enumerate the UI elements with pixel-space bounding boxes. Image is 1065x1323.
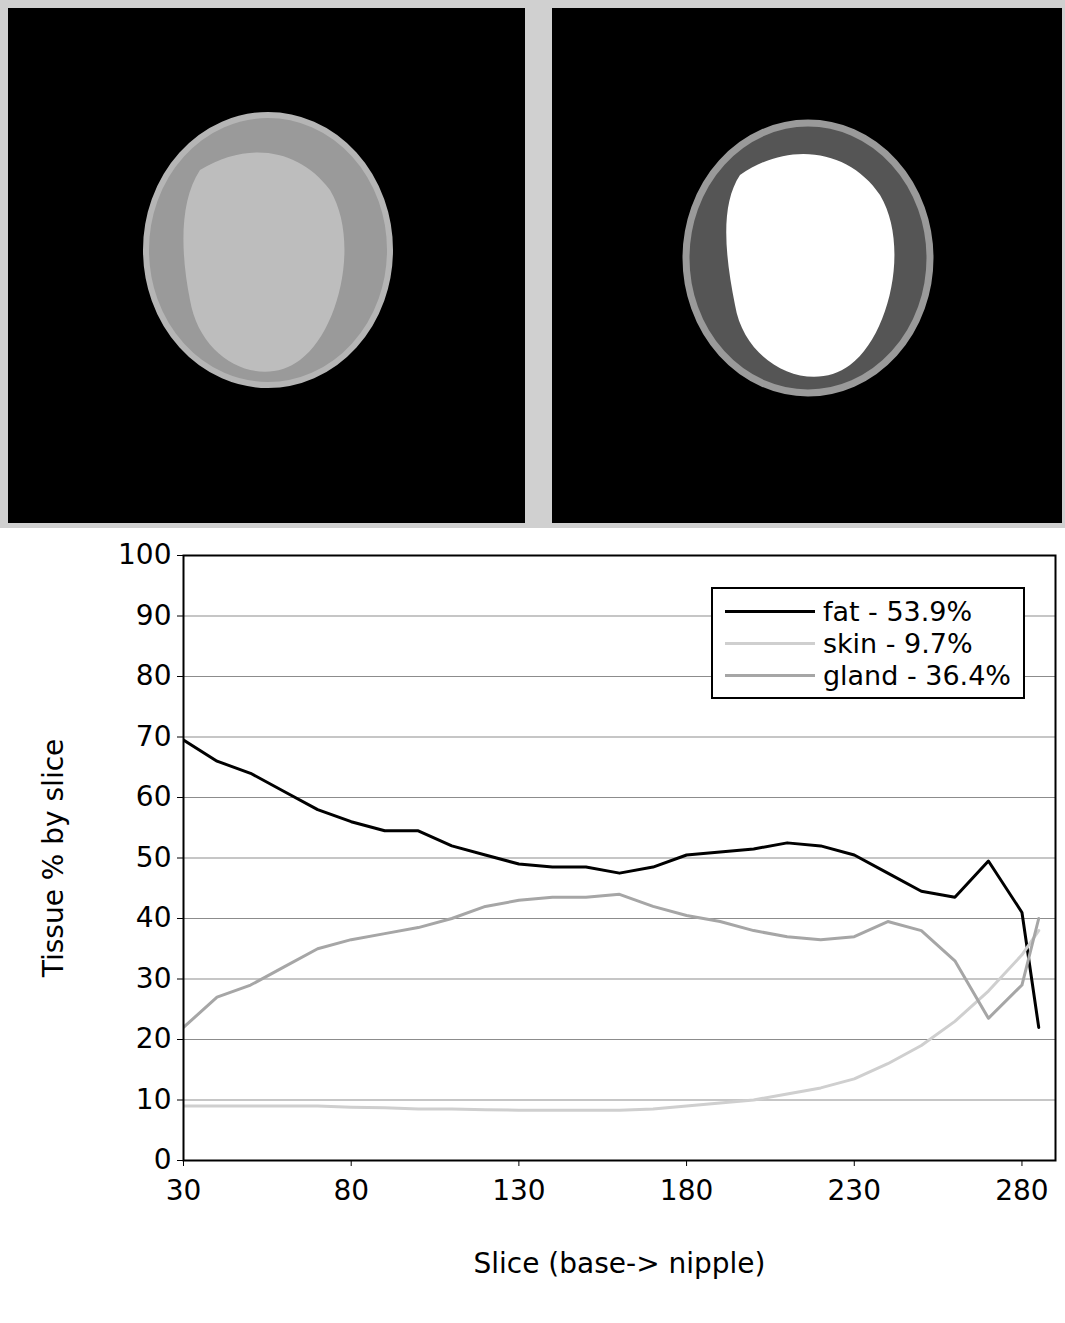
svg-text:80: 80 — [136, 659, 172, 692]
svg-text:30: 30 — [166, 1174, 202, 1207]
svg-text:90: 90 — [136, 599, 172, 632]
svg-text:80: 80 — [333, 1174, 369, 1207]
svg-text:20: 20 — [136, 1022, 172, 1055]
svg-text:100: 100 — [118, 538, 171, 571]
svg-text:130: 130 — [492, 1174, 545, 1207]
svg-text:30: 30 — [136, 962, 172, 995]
svg-text:Slice (base-> nipple): Slice (base-> nipple) — [474, 1247, 766, 1280]
svg-text:60: 60 — [136, 780, 172, 813]
svg-text:50: 50 — [136, 841, 172, 874]
svg-text:0: 0 — [154, 1143, 172, 1176]
html-text:gland - 36.4%: gland - 36.4% — [822, 659, 1011, 691]
svg-text:Tissue % by slice: Tissue % by slice — [37, 739, 70, 979]
svg-text:40: 40 — [136, 901, 172, 934]
svg-text:70: 70 — [136, 720, 172, 753]
svg-text:230: 230 — [828, 1174, 881, 1207]
svg-text:10: 10 — [136, 1083, 172, 1116]
svg-text:280: 280 — [995, 1174, 1048, 1207]
svg-text:180: 180 — [660, 1174, 713, 1207]
html-text:fat - 53.9%: fat - 53.9% — [822, 595, 973, 627]
html-text:skin - 9.7%: skin - 9.7% — [822, 627, 973, 659]
